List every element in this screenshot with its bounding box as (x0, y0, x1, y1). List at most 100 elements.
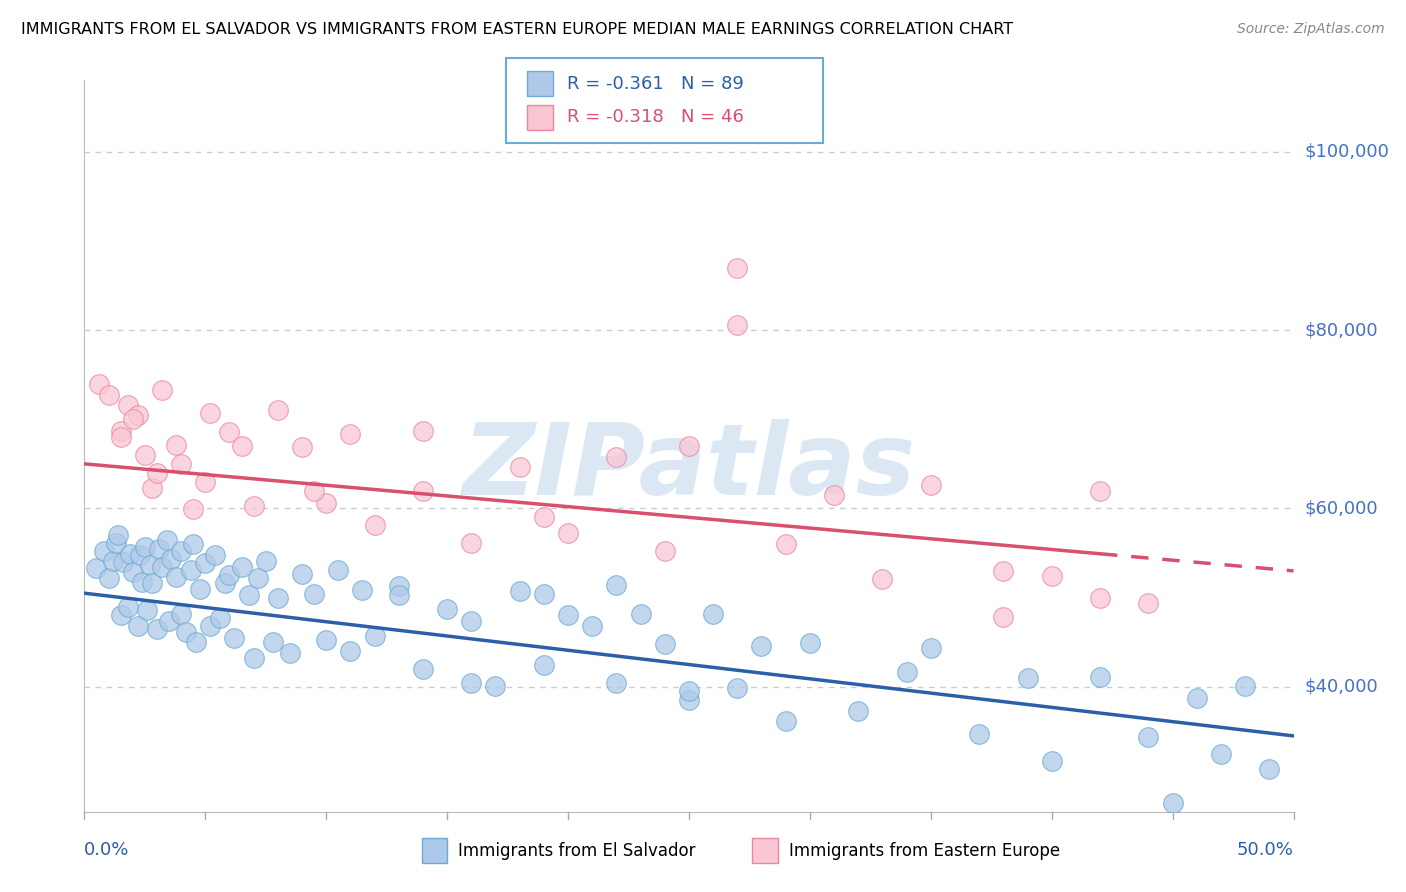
Point (194, 556, 217, 570)
Text: Source: ZipAtlas.com: Source: ZipAtlas.com (1237, 22, 1385, 37)
Point (224, 631, 246, 645)
Point (267, 591, 290, 606)
Point (872, 572, 894, 586)
Point (775, 714, 797, 728)
Point (412, 662, 434, 676)
Point (278, 646, 301, 660)
Point (702, 607, 724, 621)
Point (725, 260, 748, 275)
Point (174, 624, 197, 639)
Point (920, 641, 942, 656)
Point (315, 496, 337, 510)
Point (231, 439, 253, 453)
Point (388, 579, 411, 593)
Point (117, 398, 139, 412)
Point (121, 565, 143, 579)
Point (920, 478, 942, 492)
Point (262, 635, 284, 649)
Point (231, 560, 253, 574)
Point (1234, 679, 1257, 693)
Point (150, 559, 173, 574)
Point (1040, 754, 1063, 768)
Point (86, 561, 108, 575)
Point (184, 635, 207, 649)
Point (993, 609, 1015, 624)
Point (1040, 569, 1063, 583)
Point (170, 544, 193, 558)
Point (97, 387, 120, 401)
Point (605, 675, 627, 690)
Point (846, 704, 869, 718)
Point (242, 499, 264, 513)
Point (134, 448, 156, 462)
Point (1088, 591, 1111, 605)
Text: ZIPatlas: ZIPatlas (463, 419, 915, 516)
Point (1185, 690, 1208, 705)
Point (678, 439, 700, 453)
Point (1088, 670, 1111, 684)
Point (138, 558, 160, 573)
Point (725, 681, 748, 695)
Point (238, 588, 260, 602)
Point (1088, 484, 1111, 499)
Point (110, 608, 132, 623)
Point (1258, 762, 1281, 776)
Point (1161, 796, 1184, 810)
Point (339, 426, 361, 441)
Point (630, 607, 652, 622)
Text: Immigrants from Eastern Europe: Immigrants from Eastern Europe (789, 842, 1060, 860)
Point (127, 408, 149, 422)
Point (1209, 747, 1232, 761)
Point (557, 607, 579, 622)
Point (146, 466, 169, 480)
Point (104, 536, 127, 550)
Point (388, 588, 411, 602)
Point (134, 540, 156, 554)
Point (967, 727, 990, 741)
Point (460, 676, 482, 690)
Point (129, 548, 152, 562)
Point (678, 684, 700, 698)
Point (136, 602, 159, 616)
Point (302, 483, 325, 498)
Point (165, 570, 187, 584)
Point (1137, 730, 1160, 744)
Point (190, 582, 212, 596)
Point (110, 430, 132, 444)
Text: R = -0.318   N = 46: R = -0.318 N = 46 (567, 108, 744, 126)
Point (654, 544, 676, 558)
Point (993, 564, 1015, 578)
Point (605, 577, 627, 591)
Point (751, 640, 773, 654)
Point (165, 438, 187, 452)
Point (509, 459, 531, 474)
Point (605, 450, 627, 465)
Point (97, 571, 120, 585)
Point (127, 619, 149, 633)
Text: $60,000: $60,000 (1305, 500, 1378, 517)
Point (170, 457, 193, 471)
Point (218, 567, 240, 582)
Point (896, 665, 918, 680)
Point (121, 412, 143, 426)
Point (363, 629, 385, 643)
Point (204, 548, 226, 562)
Text: $40,000: $40,000 (1305, 678, 1378, 696)
Point (654, 637, 676, 651)
Point (181, 502, 204, 516)
Text: R = -0.361   N = 89: R = -0.361 N = 89 (567, 75, 744, 93)
Point (678, 693, 700, 707)
Point (103, 554, 125, 568)
Point (509, 584, 531, 599)
Point (160, 552, 183, 566)
Point (198, 619, 221, 633)
Point (267, 402, 290, 417)
Point (93, 544, 115, 558)
Point (557, 526, 579, 541)
Point (214, 576, 236, 591)
Point (112, 555, 135, 569)
Point (412, 483, 434, 498)
Point (87, 376, 110, 391)
Point (328, 563, 350, 577)
Point (180, 563, 202, 577)
